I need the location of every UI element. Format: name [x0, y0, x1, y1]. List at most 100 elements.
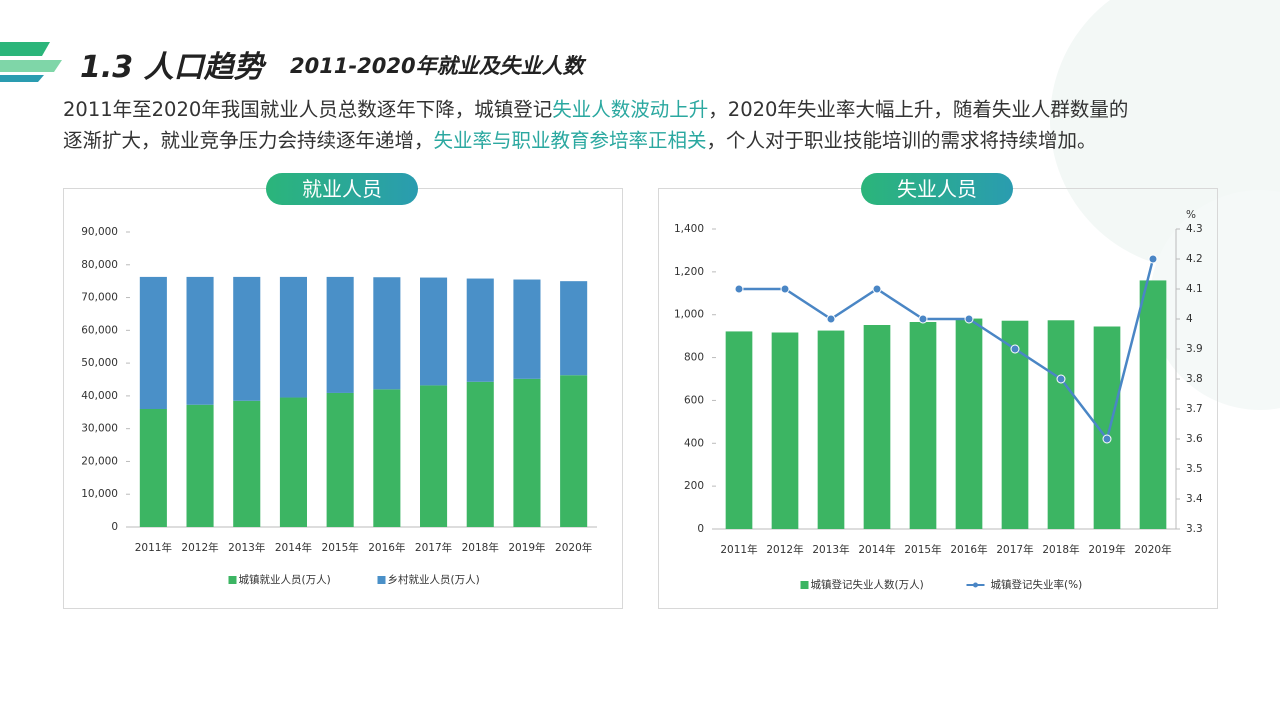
y-tick-label: 1,200: [674, 266, 704, 278]
y-tick-label: 800: [684, 352, 704, 364]
legend-label: 城镇登记失业率(%): [991, 578, 1083, 591]
y2-tick-label: 3.9: [1186, 343, 1203, 355]
x-tick-label: 2015年: [322, 541, 359, 554]
y2-tick-label: 4.1: [1186, 283, 1203, 295]
y-tick-label: 1,000: [674, 309, 704, 321]
x-tick-label: 2020年: [1134, 543, 1171, 556]
x-tick-label: 2017年: [996, 543, 1033, 556]
y2-axis-label: %: [1186, 209, 1196, 221]
line-marker: [872, 284, 882, 294]
line-marker: [826, 314, 836, 324]
y2-tick-label: 3.6: [1186, 433, 1203, 445]
highlight: 失业人数波动上升: [552, 98, 709, 121]
y-tick-label: 60,000: [81, 324, 118, 336]
x-tick-label: 2015年: [904, 543, 941, 556]
bar: [771, 332, 799, 529]
y-tick-label: 20,000: [81, 455, 118, 467]
x-tick-label: 2016年: [950, 543, 987, 556]
x-tick-label: 2013年: [812, 543, 849, 556]
x-tick-label: 2012年: [766, 543, 803, 556]
x-tick-label: 2020年: [555, 541, 592, 554]
bar: [373, 389, 401, 527]
y2-tick-label: 4.3: [1186, 223, 1203, 235]
line-marker: [1056, 374, 1066, 384]
x-tick-label: 2019年: [1088, 543, 1125, 556]
x-tick-label: 2017年: [415, 541, 452, 554]
bar: [420, 385, 448, 527]
legend-swatch: [377, 576, 386, 584]
y-tick-label: 50,000: [81, 357, 118, 369]
line-marker: [1102, 434, 1112, 444]
bar: [513, 378, 541, 527]
x-tick-label: 2014年: [858, 543, 895, 556]
bar: [817, 330, 845, 529]
y-tick-label: 90,000: [81, 226, 118, 238]
bar: [466, 381, 494, 527]
bar: [326, 276, 354, 393]
y2-tick-label: 3.8: [1186, 373, 1203, 385]
legend-label: 城镇就业人员(万人): [239, 573, 331, 586]
bar: [1047, 320, 1075, 529]
bar: [186, 276, 214, 405]
bar: [466, 278, 494, 382]
y-tick-label: 1,400: [674, 223, 704, 235]
y-tick-label: 0: [697, 523, 704, 535]
chart-title: 失业人员: [861, 173, 1013, 205]
bar: [233, 276, 261, 401]
line-marker: [1010, 344, 1020, 354]
bar: [955, 318, 983, 529]
bar: [233, 400, 261, 527]
x-tick-label: 2019年: [508, 541, 545, 554]
paragraph: 2011年至2020年我国就业人员总数逐年下降，城镇登记失业人数波动上升，202…: [63, 94, 1263, 156]
y-tick-label: 400: [684, 437, 704, 449]
highlight: 失业率与职业教育参培率正相关: [433, 129, 707, 152]
bar: [725, 331, 753, 529]
y-tick-label: 200: [684, 480, 704, 492]
x-tick-label: 2011年: [720, 543, 757, 556]
x-tick-label: 2016年: [368, 541, 405, 554]
bar: [560, 375, 588, 527]
y2-tick-label: 4: [1186, 313, 1193, 325]
legend-swatch: [973, 582, 978, 588]
bar: [420, 277, 448, 386]
text: 2011年至2020年我国就业人员总数逐年下降，城镇登记: [63, 98, 553, 121]
chart-title: 就业人员: [266, 173, 418, 205]
y-tick-label: 70,000: [81, 292, 118, 304]
legend-label: 城镇登记失业人数(万人): [811, 578, 924, 591]
y2-tick-label: 3.7: [1186, 403, 1203, 415]
y-tick-label: 10,000: [81, 488, 118, 500]
line-marker: [918, 314, 928, 324]
bar: [326, 392, 354, 527]
x-tick-label: 2011年: [135, 541, 172, 554]
y2-tick-label: 3.4: [1186, 493, 1203, 505]
y2-tick-label: 4.2: [1186, 253, 1203, 265]
x-tick-label: 2012年: [181, 541, 218, 554]
x-tick-label: 2014年: [275, 541, 312, 554]
bar: [186, 404, 214, 527]
line: [739, 258, 1155, 442]
y2-tick-label: 3.5: [1186, 463, 1203, 475]
legend-swatch: [228, 576, 237, 584]
bar: [279, 397, 307, 527]
x-tick-label: 2013年: [228, 541, 265, 554]
bar: [279, 276, 307, 398]
bar: [139, 276, 167, 409]
text: 逐渐扩大，就业竞争压力会持续逐年递增，: [63, 129, 434, 152]
line-marker: [1148, 254, 1158, 264]
text: ，2020年失业率大幅上升，随着失业人群数量的: [708, 98, 1129, 121]
bar: [909, 322, 937, 529]
y-tick-label: 80,000: [81, 259, 118, 271]
y-tick-label: 600: [684, 394, 704, 406]
legend-swatch: [800, 581, 809, 589]
y-tick-label: 0: [111, 521, 118, 533]
line-marker: [780, 284, 790, 294]
bar: [373, 277, 401, 390]
section-title: 1.3 人口趋势: [80, 50, 264, 85]
x-tick-label: 2018年: [462, 541, 499, 554]
y-tick-label: 40,000: [81, 390, 118, 402]
line-marker: [964, 314, 974, 324]
x-tick-label: 2018年: [1042, 543, 1079, 556]
bar: [560, 281, 588, 376]
y-tick-label: 30,000: [81, 423, 118, 435]
